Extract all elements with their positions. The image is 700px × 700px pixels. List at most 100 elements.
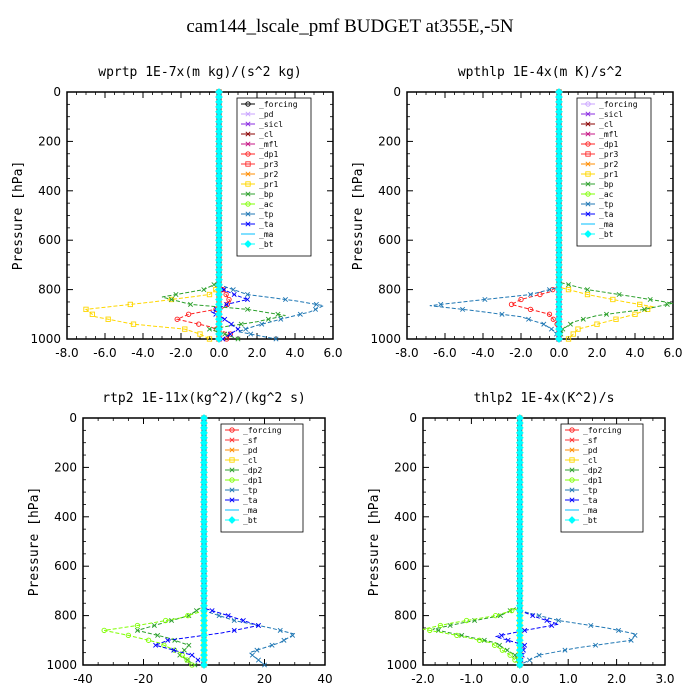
series-marker xyxy=(229,447,235,453)
series-line xyxy=(422,418,521,666)
series-marker xyxy=(282,296,289,302)
series-marker xyxy=(509,608,515,614)
legend-label: _ta xyxy=(583,496,598,505)
x-tick-label: 0.0 xyxy=(510,672,529,686)
series-bt xyxy=(515,414,524,669)
legend-label: _dp1 xyxy=(583,476,602,485)
legend-label: _bt xyxy=(243,516,258,525)
series-marker xyxy=(101,627,107,634)
y-tick-label: 1000 xyxy=(46,658,77,672)
series-marker xyxy=(229,427,235,433)
y-tick-label: 0 xyxy=(409,411,417,425)
series-marker xyxy=(224,301,231,308)
x-tick-label: -6.0 xyxy=(433,346,456,360)
legend-label: _mfl xyxy=(259,140,278,149)
legend: _forcing_sicl_cl_mfl_dp1_pr3_pr2_pr1_bp_… xyxy=(576,97,652,247)
series-marker xyxy=(182,326,188,332)
series-marker xyxy=(613,316,619,322)
legend-label: _tp xyxy=(599,200,614,209)
series-marker xyxy=(240,618,246,624)
y-tick-label: 800 xyxy=(54,609,77,623)
series-marker xyxy=(594,321,600,327)
legend-label: _cl xyxy=(259,130,274,139)
series-marker xyxy=(527,306,534,313)
series-marker xyxy=(515,661,524,669)
legend-label: _sicl xyxy=(259,120,283,129)
legend-box xyxy=(560,423,644,533)
series-line xyxy=(104,418,205,666)
series-marker xyxy=(206,291,213,298)
series-marker xyxy=(245,221,251,227)
series-marker xyxy=(206,326,213,332)
x-tick-label: 1.0 xyxy=(559,672,578,686)
series-marker xyxy=(570,331,576,337)
series-marker xyxy=(454,632,460,639)
series-marker xyxy=(229,477,235,483)
legend-label: _pr2 xyxy=(599,160,618,169)
series-marker xyxy=(245,101,251,107)
legend-label: _bt xyxy=(599,230,614,239)
legend-label: _ta xyxy=(259,220,274,229)
series-marker xyxy=(290,632,296,638)
series-marker xyxy=(245,141,251,147)
series-marker xyxy=(235,326,241,332)
series-marker xyxy=(181,647,187,653)
panel-title: wprtp 1E-7x(m kg)/(s^2 kg) xyxy=(98,65,302,80)
series-bt xyxy=(200,414,208,669)
legend-label: _ma xyxy=(599,220,614,229)
series-marker xyxy=(584,230,592,238)
legend-label: _ta xyxy=(599,210,614,219)
legend-label: _pr3 xyxy=(599,150,618,159)
series-dp1 xyxy=(101,415,207,668)
x-tick-label: 2.0 xyxy=(247,346,266,360)
series-marker xyxy=(230,287,236,293)
series-marker xyxy=(585,161,591,167)
series-marker xyxy=(585,151,591,157)
x-tick-label: -2.0 xyxy=(169,346,192,360)
series-marker xyxy=(447,622,453,628)
legend-label: _dp1 xyxy=(599,140,618,149)
series-marker xyxy=(518,296,524,303)
legend-label: _pr1 xyxy=(599,170,618,179)
series-marker xyxy=(231,292,237,298)
x-tick-label: -4.0 xyxy=(131,346,154,360)
series-marker xyxy=(145,637,152,643)
series-marker xyxy=(209,608,215,614)
series-marker xyxy=(254,647,260,653)
series-marker xyxy=(231,627,237,633)
series-marker xyxy=(245,161,251,167)
series-marker xyxy=(584,291,591,298)
series-marker xyxy=(491,642,498,648)
series-marker xyxy=(248,331,254,337)
series-marker xyxy=(313,306,319,312)
series-marker xyxy=(83,306,89,313)
series-marker xyxy=(593,642,599,648)
series-marker xyxy=(569,497,575,503)
series-marker xyxy=(565,336,572,342)
series-marker xyxy=(244,296,251,302)
series-marker xyxy=(245,151,251,157)
y-tick-label: 400 xyxy=(394,510,417,524)
y-tick-label: 200 xyxy=(38,134,61,148)
series-marker xyxy=(526,657,532,663)
series-marker xyxy=(221,287,227,293)
y-tick-label: 800 xyxy=(38,283,61,297)
x-tick-label: -40 xyxy=(73,672,93,686)
series-marker xyxy=(187,301,194,307)
y-tick-label: 0 xyxy=(53,85,61,99)
series-marker xyxy=(185,612,191,619)
series-marker xyxy=(585,191,591,197)
series-marker xyxy=(196,321,202,327)
series-marker xyxy=(259,321,265,327)
series-marker xyxy=(249,652,255,658)
legend-label: _bp xyxy=(599,180,614,189)
series-marker xyxy=(584,287,591,293)
x-tick-label: -1.0 xyxy=(460,672,483,686)
series-marker xyxy=(544,618,550,624)
series-marker xyxy=(225,613,231,619)
series-marker xyxy=(616,627,622,633)
series-marker xyxy=(245,111,251,117)
series-marker xyxy=(585,111,591,117)
panel-title: rtp2 1E-11x(kg^2)/(kg^2 s) xyxy=(102,391,306,406)
series-marker xyxy=(222,316,228,322)
